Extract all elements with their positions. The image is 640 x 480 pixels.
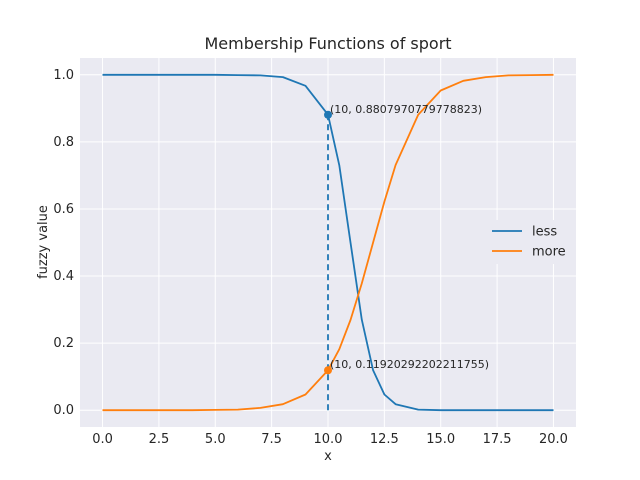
series-lines xyxy=(102,73,554,412)
x-tick-label: 7.5 xyxy=(261,432,282,447)
annotation-point xyxy=(324,110,332,119)
y-tick-label: 1.0 xyxy=(53,68,74,83)
annotation-label: (10, 0.11920292202211755) xyxy=(330,358,489,371)
x-tick-label: 5.0 xyxy=(205,432,226,447)
y-tick-label: 0.4 xyxy=(53,269,74,284)
series-line-more xyxy=(102,73,554,412)
x-tick-label: 15.0 xyxy=(426,432,455,447)
legend-label: more xyxy=(532,245,566,260)
legend-label: less xyxy=(532,225,557,240)
y-tick-label: 0.6 xyxy=(53,202,74,217)
chart-title: Membership Functions of sport xyxy=(204,34,451,53)
x-tick-label: 10.0 xyxy=(314,432,343,447)
x-axis-label: x xyxy=(324,449,332,464)
y-tick-label: 0.2 xyxy=(53,336,74,351)
y-tick-label: 0.8 xyxy=(53,135,74,150)
x-tick-label: 20.0 xyxy=(539,432,568,447)
annotations: (10, 0.8807970779778823) (10, 0.119202922… xyxy=(324,103,489,411)
x-tick-label: 2.5 xyxy=(149,432,170,447)
legend-box xyxy=(482,220,568,264)
annotation-point xyxy=(324,366,332,375)
series-line-less xyxy=(102,73,554,412)
x-tick-label: 17.5 xyxy=(483,432,512,447)
x-tick-label: 12.5 xyxy=(370,432,399,447)
x-tick-label: 0.0 xyxy=(92,432,113,447)
tick-labels: 0.0 2.5 5.0 7.5 10.0 12.5 15.0 17.5 20.0 0.0 0.2 0.… xyxy=(53,68,568,447)
y-tick-label: 0.0 xyxy=(53,403,74,418)
y-axis-label: fuzzy value xyxy=(36,205,51,279)
legend: less more xyxy=(482,220,568,264)
annotation-label: (10, 0.8807970779778823) xyxy=(330,103,482,116)
